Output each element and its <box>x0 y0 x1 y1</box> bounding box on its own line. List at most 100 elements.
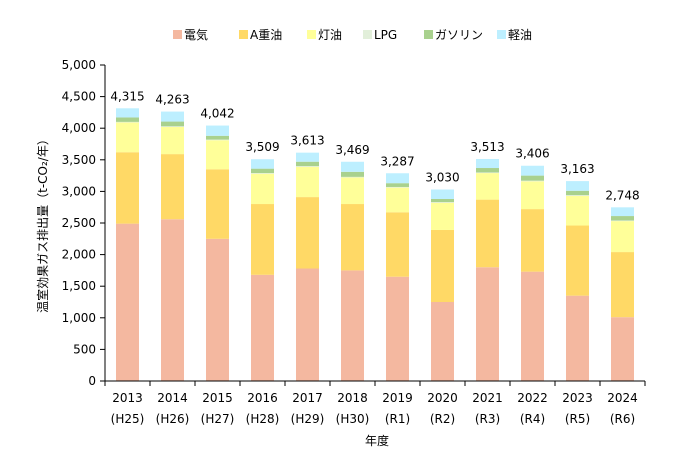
bar-segment-2018-0 <box>341 270 364 381</box>
x-tick-label-year: 2013 <box>112 391 143 405</box>
chart-legend: 電気 A重油 灯油 LPG ガソリン 軽油 <box>173 27 532 42</box>
bar-segment-2014-1 <box>161 154 184 220</box>
x-tick-label-year: 2021 <box>472 391 503 405</box>
bar-segment-2022-3 <box>521 180 544 182</box>
bar-segment-2020-2 <box>431 202 454 230</box>
y-tick-label: 1,500 <box>62 279 96 293</box>
legend-label: LPG <box>374 28 397 42</box>
bar-segment-2020-0 <box>431 302 454 381</box>
y-tick-label: 5,000 <box>62 58 96 72</box>
bar-segment-2016-1 <box>251 204 274 275</box>
x-tick-label-year: 2024 <box>607 391 638 405</box>
y-tick-label: 4,500 <box>62 90 96 104</box>
total-label-2020: 3,030 <box>425 171 459 185</box>
bar-segment-2015-0 <box>206 238 229 381</box>
bar-segment-2021-2 <box>476 173 499 200</box>
bar-segment-2018-3 <box>341 176 364 178</box>
x-axis-title: 年度 <box>365 433 389 448</box>
x-tick-label-era: (R4) <box>520 412 545 426</box>
y-tick-label: 0 <box>88 374 96 388</box>
legend-label: 灯油 <box>318 28 342 42</box>
x-tick-label-year: 2014 <box>157 391 188 405</box>
bar-segment-2014-2 <box>161 126 184 155</box>
bar-segment-2016-4 <box>251 168 274 174</box>
bar-segment-2019-3 <box>386 186 409 188</box>
bar-segment-2013-2 <box>116 122 139 153</box>
bar-segment-2021-0 <box>476 267 499 381</box>
bar-segment-2015-2 <box>206 140 229 170</box>
bar-segment-2014-5 <box>161 111 184 122</box>
y-tick-label: 2,500 <box>62 216 96 230</box>
bar-segment-2021-5 <box>476 158 499 169</box>
x-tick-label-era: (H29) <box>291 412 325 426</box>
total-label-2017: 3,613 <box>290 134 324 148</box>
bar-segment-2018-5 <box>341 161 364 172</box>
bar-segment-2019-1 <box>386 212 409 277</box>
bar-segment-2020-5 <box>431 189 454 199</box>
x-tick-label-year: 2017 <box>292 391 323 405</box>
y-axis-title: 温室効果ガス排出量（t-CO₂/年） <box>35 133 50 313</box>
bar-segment-2013-3 <box>116 121 139 123</box>
bar-segment-2021-4 <box>476 168 499 173</box>
bar-segment-2017-4 <box>296 161 319 167</box>
legend-swatch <box>307 30 316 39</box>
total-label-2018: 3,469 <box>335 143 369 157</box>
bar-segment-2015-1 <box>206 169 229 239</box>
bar-segment-2017-1 <box>296 197 319 269</box>
bar-segment-2024-1 <box>611 252 634 318</box>
total-label-2021: 3,513 <box>470 140 504 154</box>
bar-segment-2016-0 <box>251 274 274 381</box>
x-tick-label-year: 2023 <box>562 391 593 405</box>
bar-segment-2016-5 <box>251 159 274 169</box>
y-tick-label: 2,000 <box>62 248 96 262</box>
x-tick-label-era: (H25) <box>111 412 145 426</box>
bar-segment-2019-5 <box>386 173 409 184</box>
total-label-2014: 4,263 <box>155 93 189 107</box>
bar-segment-2020-3 <box>431 202 454 203</box>
bar-segment-2024-2 <box>611 221 634 253</box>
bar-segment-2017-2 <box>296 166 319 198</box>
bar-segment-2015-4 <box>206 135 229 140</box>
bar-segment-2023-0 <box>566 295 589 381</box>
y-tick-label: 1,000 <box>62 311 96 325</box>
legend-label: 軽油 <box>508 28 532 42</box>
x-tick-label-era: (R3) <box>475 412 500 426</box>
bar-segment-2017-5 <box>296 152 319 162</box>
legend-swatch <box>239 30 248 39</box>
x-tick-label-year: 2015 <box>202 391 233 405</box>
legend-swatch <box>173 30 182 39</box>
bar-segment-2014-3 <box>161 126 184 127</box>
bar-stacks <box>116 108 634 381</box>
bar-segment-2021-3 <box>476 172 499 174</box>
x-tick-label-year: 2020 <box>427 391 458 405</box>
bar-segment-2020-1 <box>431 229 454 302</box>
y-tick-label: 3,000 <box>62 184 96 198</box>
x-tick-label-era: (R1) <box>385 412 410 426</box>
bar-segment-2023-1 <box>566 225 589 296</box>
bar-segment-2022-0 <box>521 271 544 381</box>
bar-segment-2014-0 <box>161 219 184 381</box>
bar-segment-2013-1 <box>116 152 139 224</box>
bar-segment-2014-4 <box>161 121 184 127</box>
bar-segment-2016-2 <box>251 173 274 205</box>
bar-segment-2024-0 <box>611 317 634 381</box>
y-tick-label: 500 <box>73 342 96 356</box>
x-tick-label-year: 2018 <box>337 391 368 405</box>
bar-segment-2013-5 <box>116 108 139 118</box>
bar-segment-2016-3 <box>251 173 274 174</box>
bar-segment-2024-3 <box>611 220 634 222</box>
legend-swatch <box>497 30 506 39</box>
y-tick-label: 4,000 <box>62 121 96 135</box>
legend-label: 電気 <box>184 27 208 42</box>
bar-segment-2020-4 <box>431 198 454 203</box>
x-tick-label-era: (R6) <box>610 412 635 426</box>
total-label-2023: 3,163 <box>560 162 594 176</box>
x-tick-label-year: 2022 <box>517 391 548 405</box>
bar-segment-2015-5 <box>206 125 229 136</box>
bar-segment-2013-4 <box>116 117 139 122</box>
total-labels: 4,315 4,263 4,042 3,509 3,613 3,469 3,287 3,030… <box>110 89 639 202</box>
bar-segment-2022-4 <box>521 175 544 181</box>
bar-segment-2017-3 <box>296 166 319 167</box>
legend-label: A重油 <box>250 28 282 42</box>
